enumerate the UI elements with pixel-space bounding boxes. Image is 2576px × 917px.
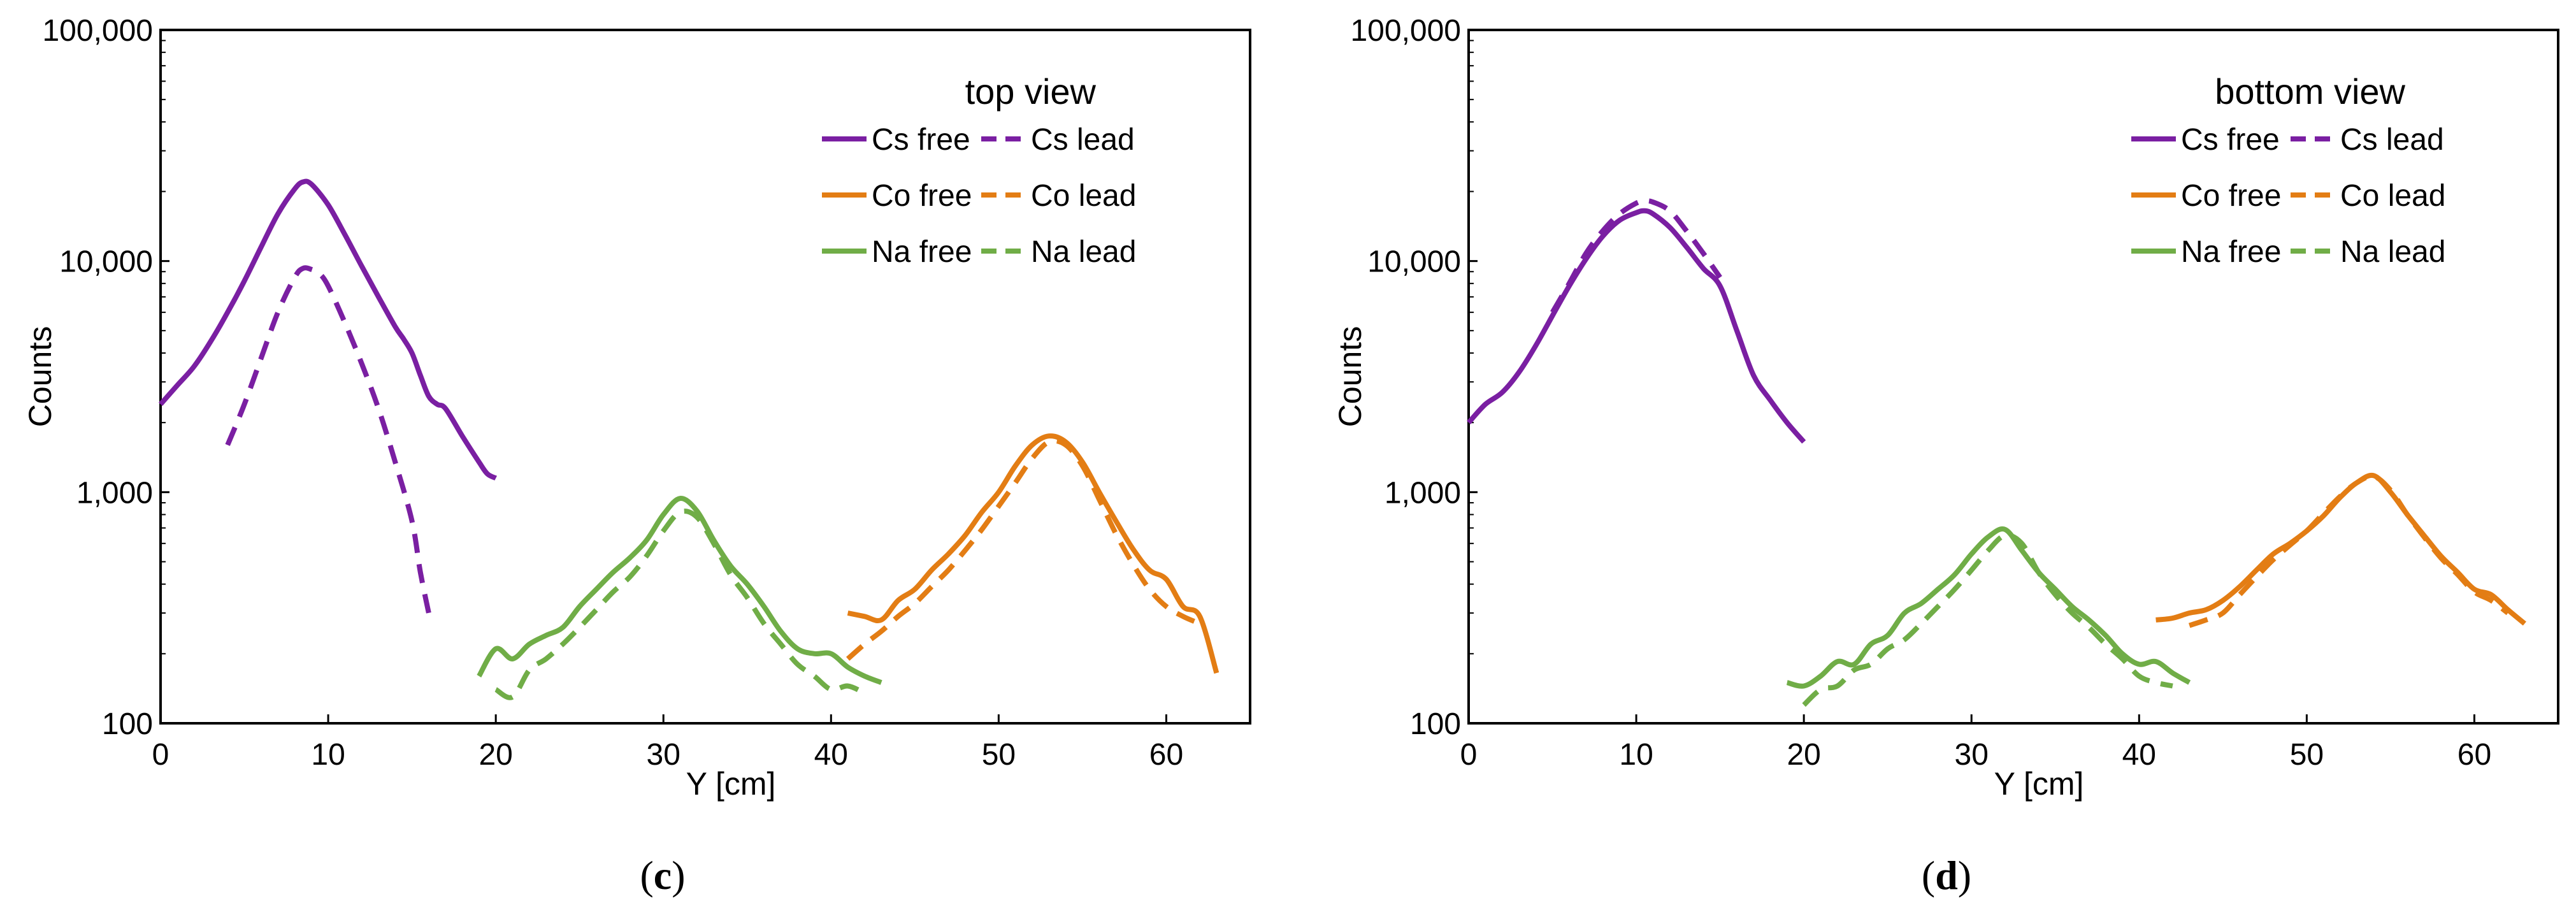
x-axis-label: Y [cm] bbox=[686, 766, 776, 802]
legend-label: Na free bbox=[872, 235, 972, 269]
x-tick-label: 50 bbox=[982, 738, 1016, 772]
legend-label: Co free bbox=[872, 179, 972, 213]
y-axis-label: Counts bbox=[22, 326, 58, 427]
y-tick-label: 10,000 bbox=[59, 245, 153, 279]
legend-label: Cs free bbox=[2181, 123, 2280, 157]
chart-panel-c: 100 1,000 10,000 100,000 0 10 20 30 40 50 60 Coun… bbox=[22, 14, 1251, 898]
y-axis-label: Counts bbox=[1332, 326, 1368, 427]
y-axis: 100 1,000 10,000 100,000 bbox=[1350, 14, 1478, 741]
chart-title: bottom view bbox=[2215, 71, 2405, 112]
series-line-co-lead bbox=[2188, 473, 2510, 628]
x-tick-label: 20 bbox=[479, 738, 512, 772]
series-line-co-free bbox=[847, 433, 1220, 674]
x-tick-label: 0 bbox=[152, 738, 169, 772]
legend-label: Cs lead bbox=[1031, 123, 1135, 157]
x-tick-label: 40 bbox=[2122, 738, 2156, 772]
legend-label: Co lead bbox=[2340, 179, 2445, 213]
series-line-na-lead bbox=[1802, 532, 2173, 707]
plot-area-frame bbox=[159, 29, 1251, 725]
legend: Cs free Cs lead Co free Co lead Na free Na le… bbox=[822, 123, 1136, 269]
chart-title: top view bbox=[965, 71, 1097, 112]
series-line-na-free bbox=[477, 496, 882, 685]
legend-label: Co lead bbox=[1031, 179, 1136, 213]
series-line-na-lead bbox=[494, 509, 866, 700]
series-line-cs-lead bbox=[225, 265, 431, 614]
legend-label: Co free bbox=[2181, 179, 2281, 213]
y-axis: 100 1,000 10,000 100,000 bbox=[42, 14, 169, 741]
series-layer bbox=[159, 178, 1220, 700]
legend-label: Cs lead bbox=[2340, 123, 2444, 157]
x-axis-label: Y [cm] bbox=[1994, 766, 2084, 802]
y-tick-label: 100 bbox=[1410, 707, 1461, 741]
y-tick-label: 100 bbox=[102, 707, 153, 741]
x-tick-label: 30 bbox=[1955, 738, 1989, 772]
plot-area-frame bbox=[1467, 29, 2559, 725]
panel-letter: c bbox=[654, 853, 672, 898]
series-layer bbox=[1467, 198, 2526, 707]
y-tick-label: 100,000 bbox=[1350, 14, 1461, 48]
legend: Cs free Cs lead Co free Co lead Na free Na le… bbox=[2131, 123, 2445, 269]
x-tick-label: 10 bbox=[311, 738, 345, 772]
x-tick-label: 60 bbox=[2457, 738, 2491, 772]
series-line-cs-lead bbox=[1550, 198, 1722, 314]
x-tick-label: 30 bbox=[647, 738, 680, 772]
x-tick-label: 20 bbox=[1787, 738, 1820, 772]
panel-label: (d) bbox=[1922, 853, 1971, 898]
y-tick-label: 1,000 bbox=[1385, 476, 1461, 510]
series-line-na-free bbox=[1786, 526, 2191, 689]
x-tick-label: 0 bbox=[1460, 738, 1478, 772]
x-tick-label: 40 bbox=[814, 738, 848, 772]
legend-label: Na free bbox=[2181, 235, 2281, 269]
y-tick-label: 10,000 bbox=[1367, 245, 1461, 279]
x-tick-label: 50 bbox=[2290, 738, 2324, 772]
series-line-co-lead bbox=[845, 438, 1201, 661]
legend-label: Na lead bbox=[2340, 235, 2445, 269]
legend-label: Cs free bbox=[872, 123, 970, 157]
series-line-cs-free bbox=[159, 178, 497, 480]
x-axis: 0 10 20 30 40 50 60 bbox=[152, 714, 1183, 772]
x-axis: 0 10 20 30 40 50 60 bbox=[1460, 714, 2491, 772]
y-tick-label: 100,000 bbox=[42, 14, 153, 48]
series-line-cs-free bbox=[1467, 208, 1806, 444]
chart-panel-d: 100 1,000 10,000 100,000 0 10 20 30 40 50 60 Coun… bbox=[1332, 14, 2559, 898]
panel-letter: d bbox=[1935, 853, 1958, 898]
legend-label: Na lead bbox=[1031, 235, 1136, 269]
x-tick-label: 10 bbox=[1619, 738, 1653, 772]
x-tick-label: 60 bbox=[1149, 738, 1183, 772]
panel-label: (c) bbox=[640, 853, 685, 898]
y-tick-label: 1,000 bbox=[76, 476, 153, 510]
